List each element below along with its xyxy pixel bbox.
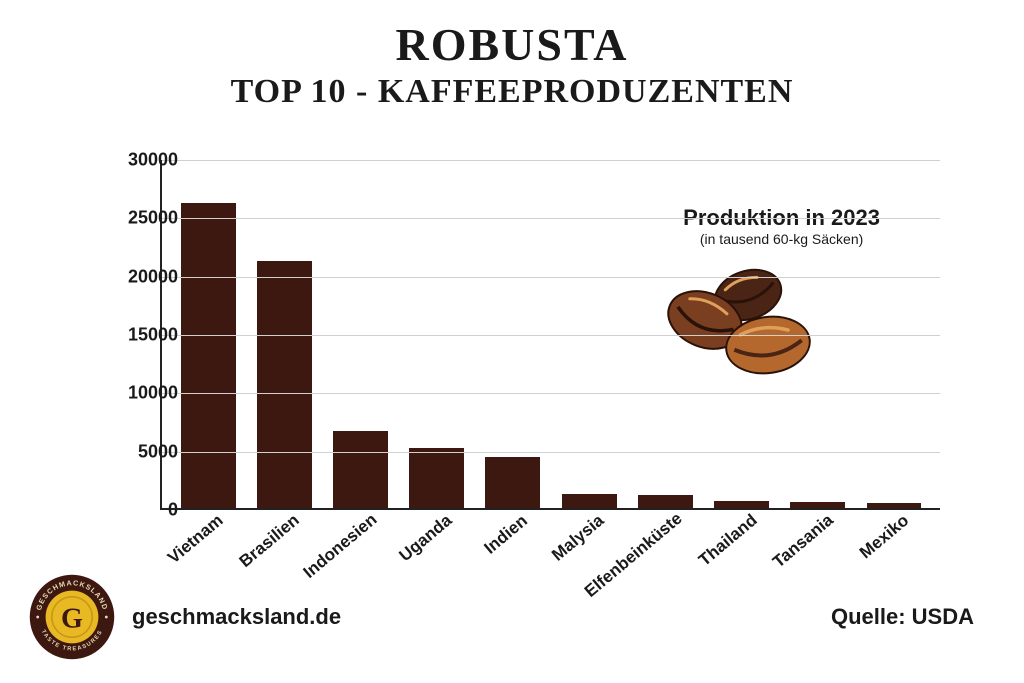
y-tick-label: 10000 bbox=[98, 383, 178, 404]
x-tick-label: Thailand bbox=[694, 510, 760, 570]
bar-slot: Uganda bbox=[399, 160, 475, 508]
y-tick-label: 30000 bbox=[98, 150, 178, 171]
source-label: Quelle: USDA bbox=[831, 604, 974, 630]
bar-slot: Vietnam bbox=[170, 160, 246, 508]
chart-title: ROBUSTA bbox=[0, 18, 1024, 71]
bar bbox=[867, 503, 922, 508]
bar bbox=[181, 203, 236, 508]
y-tick-label: 15000 bbox=[98, 325, 178, 346]
y-tick-label: 5000 bbox=[98, 441, 178, 462]
x-tick-label: Mexiko bbox=[856, 511, 913, 563]
x-tick-label: Brasilien bbox=[236, 510, 304, 571]
footer: G GESCHMACKSLAND TASTE TREASURES geschma… bbox=[0, 573, 1024, 661]
brand-logo-icon: G GESCHMACKSLAND TASTE TREASURES bbox=[28, 573, 116, 661]
x-tick-label: Tansania bbox=[769, 510, 837, 572]
gridline bbox=[162, 335, 940, 336]
chart-annotation: Produktion in 2023 (in tausend 60-kg Säc… bbox=[683, 205, 880, 247]
bar-chart: VietnamBrasilienIndonesienUgandaIndienMa… bbox=[70, 130, 970, 570]
chart-subtitle: TOP 10 - KAFFEEPRODUZENTEN bbox=[0, 73, 1024, 111]
bar bbox=[714, 501, 769, 508]
bar bbox=[485, 457, 540, 508]
bar bbox=[562, 494, 617, 508]
bar bbox=[333, 431, 388, 508]
gridline bbox=[162, 218, 940, 219]
x-tick-label: Malysia bbox=[548, 511, 608, 566]
y-tick-label: 20000 bbox=[98, 266, 178, 287]
y-tick-label: 0 bbox=[98, 500, 178, 521]
bar-slot: Indonesien bbox=[322, 160, 398, 508]
coffee-beans-icon bbox=[650, 265, 830, 385]
bar-slot: Indien bbox=[475, 160, 551, 508]
x-tick-label: Indonesien bbox=[299, 510, 381, 583]
x-tick-label: Indien bbox=[480, 511, 531, 559]
bar bbox=[790, 502, 845, 508]
bar bbox=[257, 261, 312, 508]
bar bbox=[409, 448, 464, 508]
gridline bbox=[162, 160, 940, 161]
gridline bbox=[162, 393, 940, 394]
x-tick-label: Uganda bbox=[395, 511, 456, 566]
gridline bbox=[162, 277, 940, 278]
plot-area: VietnamBrasilienIndonesienUgandaIndienMa… bbox=[160, 160, 940, 510]
svg-text:G: G bbox=[61, 604, 83, 635]
website-label: geschmacksland.de bbox=[132, 604, 341, 630]
annotation-line2: (in tausend 60-kg Säcken) bbox=[683, 231, 880, 247]
bar bbox=[638, 495, 693, 508]
gridline bbox=[162, 452, 940, 453]
bar-slot: Brasilien bbox=[246, 160, 322, 508]
y-tick-label: 25000 bbox=[98, 208, 178, 229]
bar-slot: Malysia bbox=[551, 160, 627, 508]
